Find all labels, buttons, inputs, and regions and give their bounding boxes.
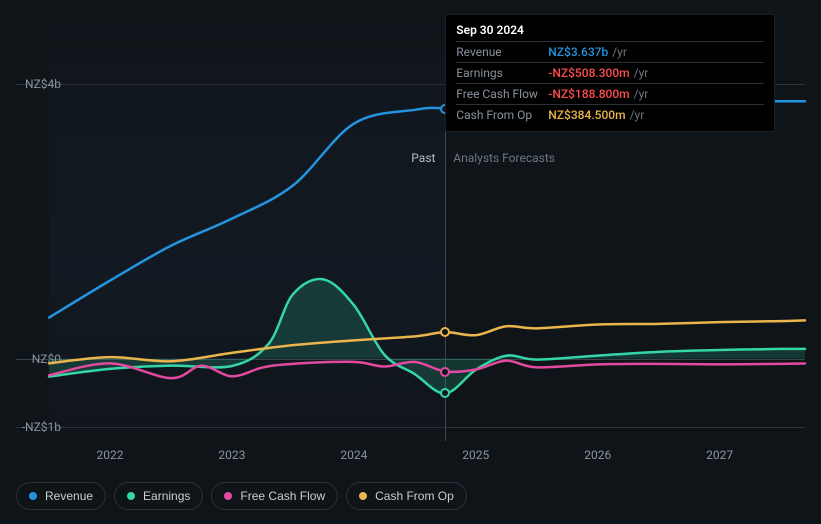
x-axis-tick-label: 2022 (96, 448, 123, 462)
legend-item-cash-from-op[interactable]: Cash From Op (346, 482, 467, 510)
tooltip-row: Cash From OpNZ$384.500m/yr (456, 104, 764, 125)
tooltip-row-label: Revenue (456, 45, 548, 59)
x-axis-tick-label: 2023 (218, 448, 245, 462)
tooltip-row: Earnings-NZ$508.300m/yr (456, 62, 764, 83)
legend-item-free-cash-flow[interactable]: Free Cash Flow (211, 482, 338, 510)
legend-dot-icon (29, 492, 37, 500)
legend-dot-icon (127, 492, 135, 500)
tooltip-row-unit: /yr (612, 45, 627, 59)
legend-dot-icon (359, 492, 367, 500)
tooltip-row: Free Cash Flow-NZ$188.800m/yr (456, 83, 764, 104)
marker-cfo (440, 327, 450, 337)
financial-forecast-chart: NZ$4bNZ$0-NZ$1b 202220232024202520262027… (0, 0, 821, 524)
tooltip-row-value: -NZ$508.300m (548, 66, 629, 80)
tooltip-row-value: NZ$3.637b (548, 45, 608, 59)
tooltip-row-value: -NZ$188.800m (548, 87, 629, 101)
tooltip-row-unit: /yr (634, 87, 649, 101)
legend-label: Earnings (143, 489, 190, 503)
x-axis-tick-label: 2025 (462, 448, 489, 462)
legend-label: Free Cash Flow (240, 489, 325, 503)
tooltip-title: Sep 30 2024 (456, 23, 764, 37)
chart-tooltip: Sep 30 2024 RevenueNZ$3.637b/yrEarnings-… (445, 14, 775, 132)
tooltip-row-label: Cash From Op (456, 108, 548, 122)
legend-item-earnings[interactable]: Earnings (114, 482, 203, 510)
tooltip-row-label: Free Cash Flow (456, 87, 548, 101)
legend-dot-icon (224, 492, 232, 500)
legend-label: Cash From Op (375, 489, 454, 503)
marker-earnings (440, 388, 450, 398)
x-axis-tick-label: 2026 (584, 448, 611, 462)
marker-fcf (440, 367, 450, 377)
tooltip-row-label: Earnings (456, 66, 548, 80)
legend-item-revenue[interactable]: Revenue (16, 482, 106, 510)
x-axis-tick-label: 2024 (340, 448, 367, 462)
tooltip-row-value: NZ$384.500m (548, 108, 625, 122)
series-line-revenue (49, 101, 805, 318)
tooltip-row-unit: /yr (630, 108, 645, 122)
tooltip-row-unit: /yr (634, 66, 649, 80)
legend-label: Revenue (45, 489, 93, 503)
chart-legend: Revenue Earnings Free Cash Flow Cash From O… (16, 482, 467, 510)
tooltip-row: RevenueNZ$3.637b/yr (456, 41, 764, 62)
x-axis-tick-label: 2027 (706, 448, 733, 462)
